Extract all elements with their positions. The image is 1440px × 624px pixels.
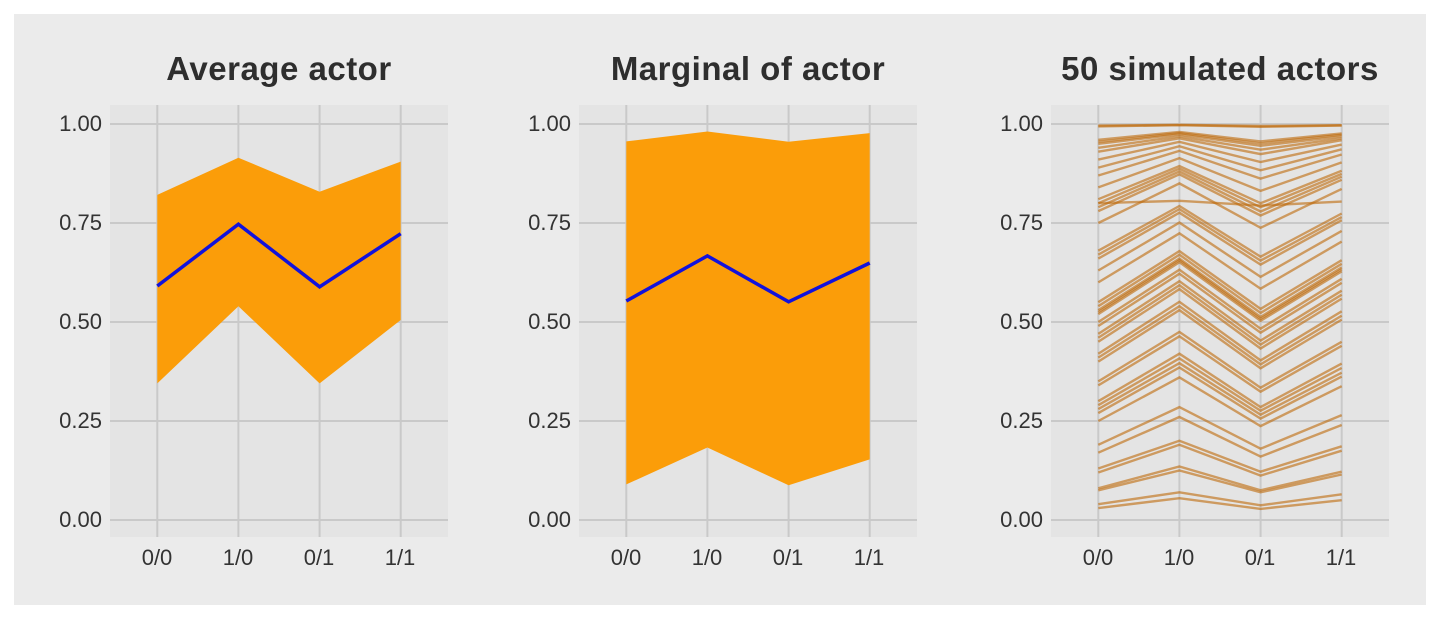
figure-background: Average actor 1.00 0.75 0.50 0.25 0.00 0… [14,14,1426,605]
ytick-label: 0.25 [1000,408,1043,433]
xtick-label: 1/1 [1325,545,1357,570]
ytick-label: 0.25 [528,408,571,433]
xtick-label: 1/0 [1163,545,1195,570]
simulated-actors-title: 50 simulated actors [1061,50,1379,87]
marginal-of-actor-title: Marginal of actor [610,50,886,87]
xtick-label: 0/0 [141,545,173,570]
ytick-label: 0.50 [59,309,102,334]
ytick-label: 0.75 [59,210,102,235]
ytick-label: 0.00 [1000,507,1043,532]
marginal-of-actor-chart [579,105,917,537]
xtick-label: 1/1 [853,545,885,570]
xtick-label: 0/0 [610,545,642,570]
ytick-label: 0.00 [59,507,102,532]
xtick-label: 1/1 [384,545,416,570]
average-actor-title: Average actor [166,50,392,87]
xtick-label: 0/1 [303,545,335,570]
average-actor-chart [110,105,448,537]
xtick-label: 1/0 [691,545,723,570]
xtick-label: 0/1 [1244,545,1276,570]
simulated-actors-chart [1051,105,1389,537]
ytick-label: 0.00 [528,507,571,532]
xtick-label: 0/0 [1082,545,1114,570]
ytick-label: 1.00 [59,111,102,136]
ytick-label: 0.50 [528,309,571,334]
xtick-label: 1/0 [222,545,254,570]
ytick-label: 0.50 [1000,309,1043,334]
ytick-label: 1.00 [1000,111,1043,136]
ytick-label: 1.00 [528,111,571,136]
ytick-label: 0.75 [528,210,571,235]
ytick-label: 0.25 [59,408,102,433]
ytick-label: 0.75 [1000,210,1043,235]
xtick-label: 0/1 [772,545,804,570]
